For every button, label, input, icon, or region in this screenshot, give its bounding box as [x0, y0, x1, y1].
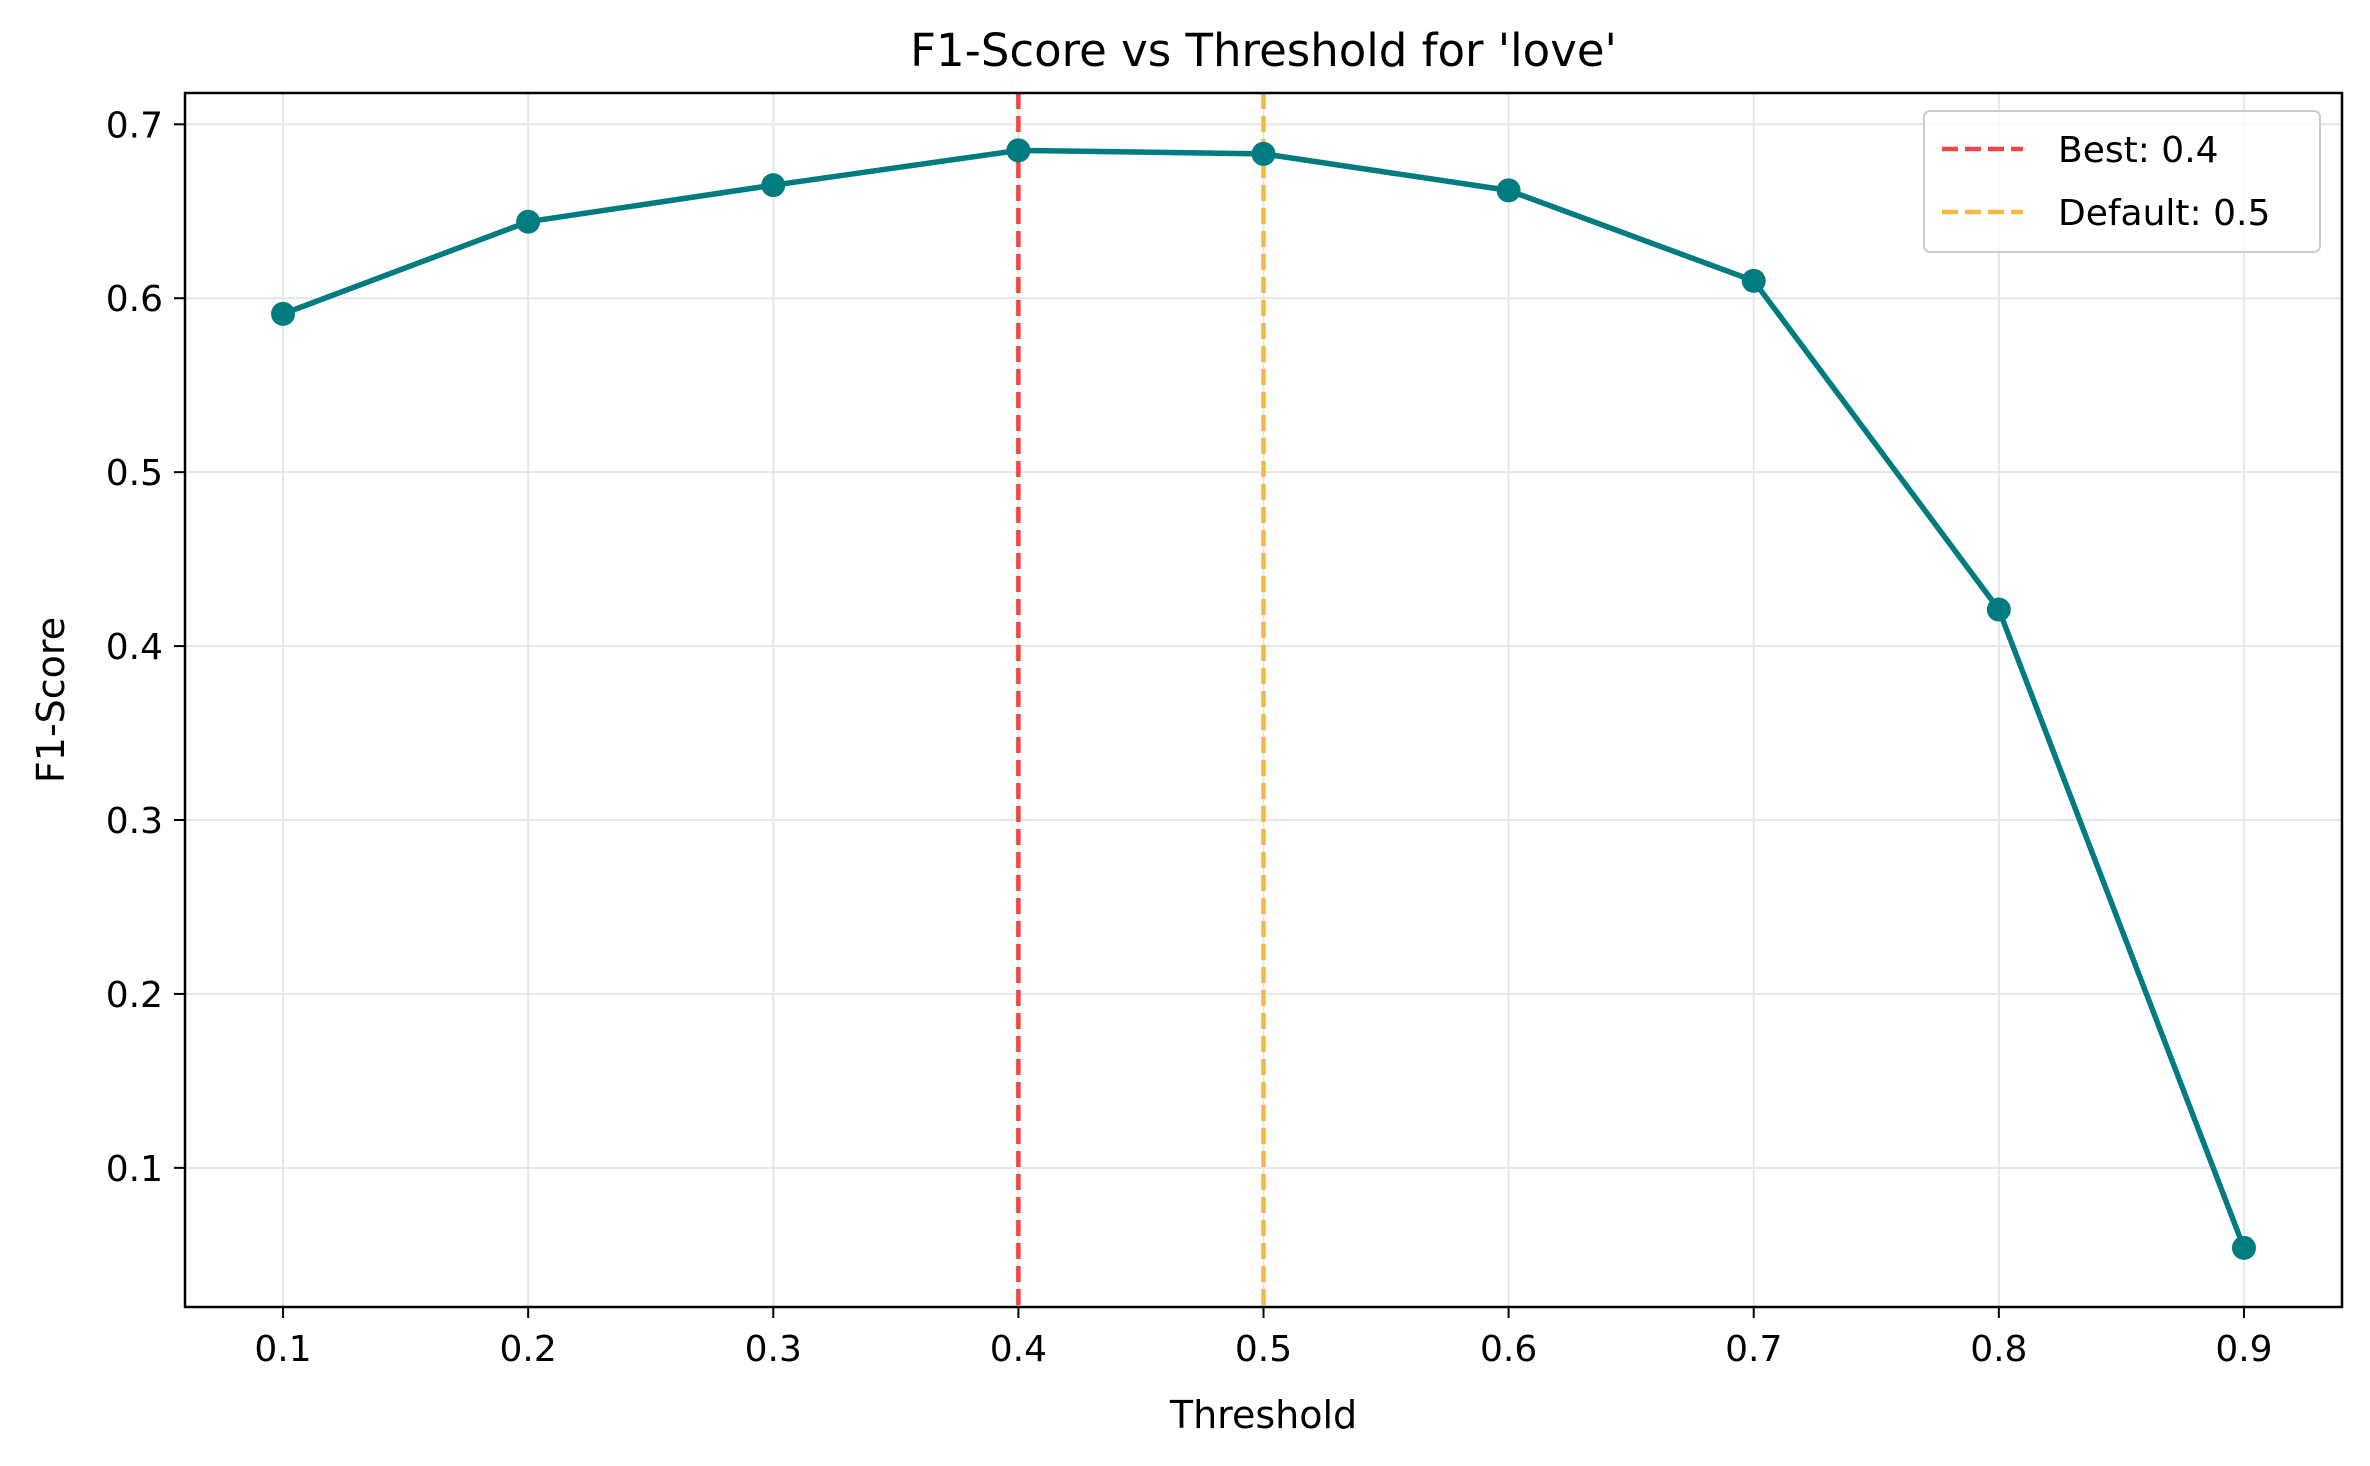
y-tick-label-4: 0.5	[106, 453, 163, 494]
y-tick-label-5: 0.6	[106, 279, 163, 320]
y-axis-ticks: 0.1 0.2 0.3 0.4 0.5 0.6 0.7	[106, 105, 185, 1190]
data-point-1	[516, 209, 541, 234]
x-axis-label: Threshold	[1169, 1393, 1357, 1437]
y-tick-label-1: 0.2	[106, 975, 163, 1016]
x-axis-ticks: 0.1 0.2 0.3 0.4 0.5 0.6 0.7 0.8 0.9	[254, 1307, 2273, 1370]
data-point-7	[1986, 597, 2011, 622]
reference-lines	[1016, 93, 1266, 1307]
legend-label-best: Best: 0.4	[2058, 130, 2219, 171]
x-tick-label-5: 0.6	[1480, 1329, 1537, 1370]
x-tick-label-4: 0.5	[1235, 1329, 1292, 1370]
data-point-0	[271, 301, 296, 326]
data-point-4	[1251, 141, 1276, 166]
y-tick-label-3: 0.4	[106, 627, 163, 668]
x-tick-label-0: 0.1	[254, 1329, 311, 1370]
legend-box	[1923, 110, 2321, 253]
y-tick-label-6: 0.7	[106, 105, 163, 146]
x-tick-label-1: 0.2	[500, 1329, 557, 1370]
y-axis-label: F1-Score	[29, 617, 73, 783]
data-point-8	[2231, 1235, 2256, 1260]
x-tick-label-7: 0.8	[1970, 1329, 2027, 1370]
chart-title: F1-Score vs Threshold for 'love'	[910, 24, 1617, 77]
legend: Best: 0.4 Default: 0.5	[1923, 110, 2321, 253]
data-point-5	[1496, 178, 1521, 203]
x-tick-label-6: 0.7	[1725, 1329, 1782, 1370]
data-point-3	[1006, 138, 1031, 163]
y-tick-label-0: 0.1	[106, 1149, 163, 1190]
x-tick-label-3: 0.4	[990, 1329, 1047, 1370]
x-tick-label-8: 0.9	[2215, 1329, 2272, 1370]
x-tick-label-2: 0.3	[745, 1329, 802, 1370]
data-point-6	[1741, 268, 1766, 293]
y-tick-label-2: 0.3	[106, 801, 163, 842]
data-point-2	[761, 173, 786, 198]
series-layer	[271, 138, 2256, 1260]
legend-label-default: Default: 0.5	[2058, 193, 2270, 234]
